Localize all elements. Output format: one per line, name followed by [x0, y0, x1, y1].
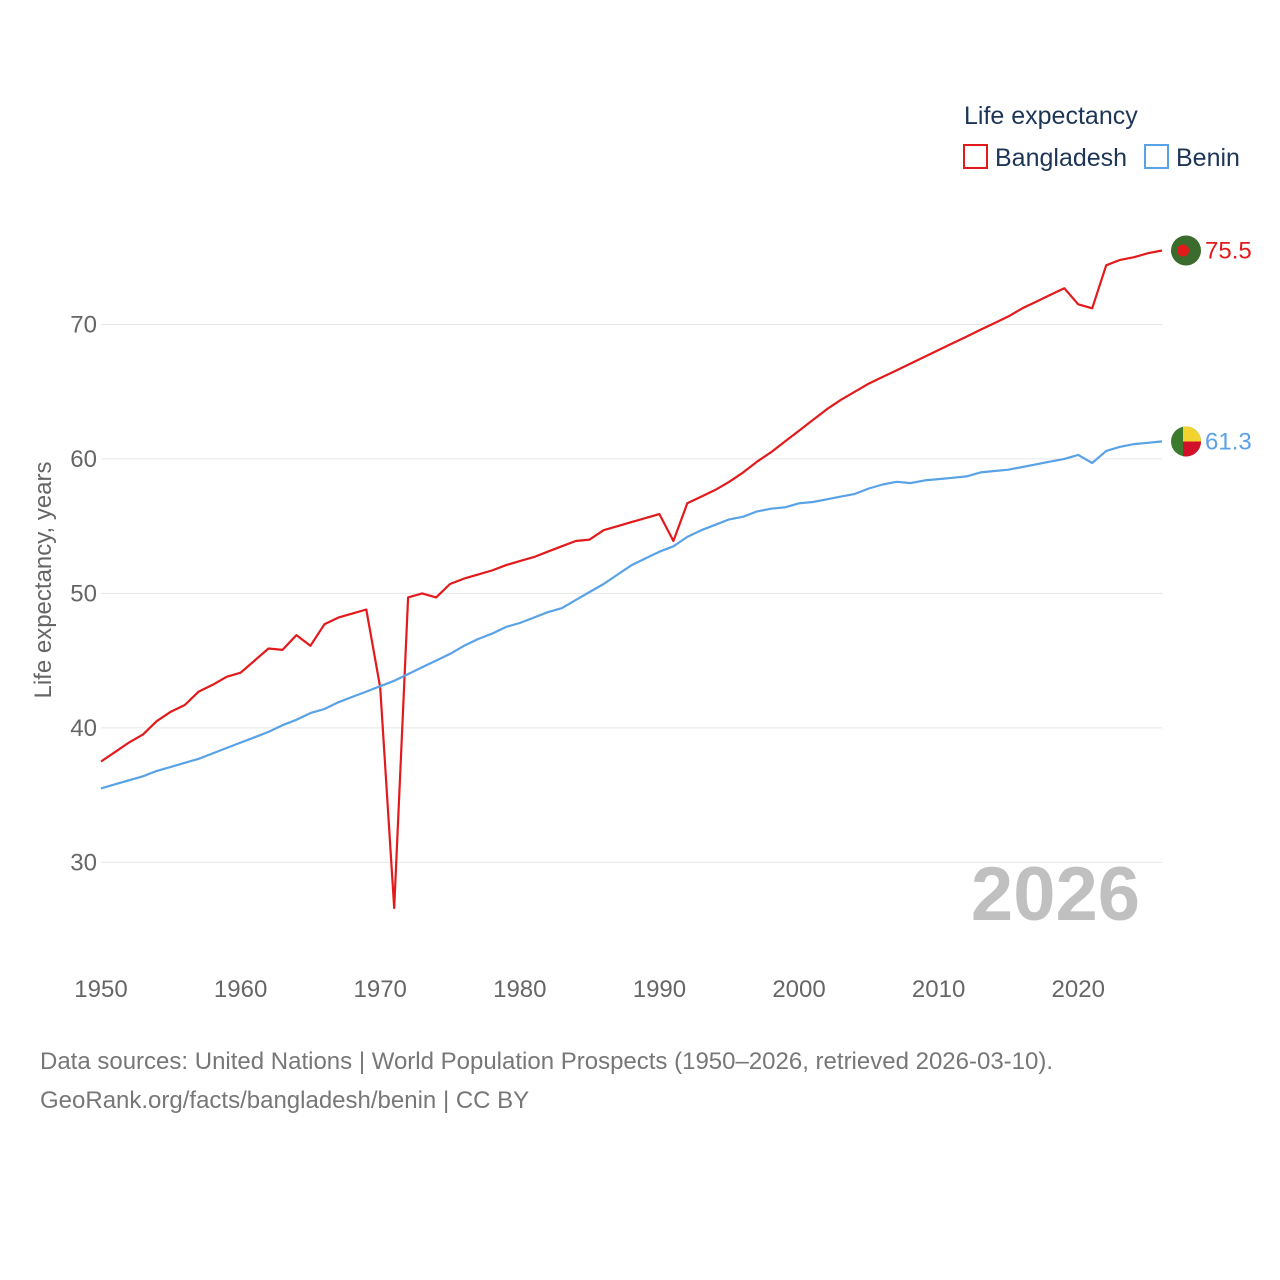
y-tick-50: 50 — [70, 580, 97, 607]
series-lines — [100, 249, 1163, 910]
credit-link[interactable]: GeoRank.org/facts/bangladesh/benin | CC … — [40, 1087, 530, 1114]
end-value-benin: 61.3 — [1205, 428, 1252, 455]
y-tick-70: 70 — [70, 311, 97, 338]
bangladesh-flag-icon — [1171, 235, 1201, 266]
y-tick-60: 60 — [70, 446, 97, 473]
x-tick-labels: 1950 1960 1970 1980 1990 2000 2010 2020 — [74, 976, 1105, 1003]
benin-flag-icon — [1171, 426, 1201, 457]
gridlines — [101, 323, 1162, 863]
legend-title: Life expectancy — [964, 102, 1138, 130]
data-sources: Data sources: United Nations | World Pop… — [40, 1048, 1054, 1075]
x-tick-2010: 2010 — [912, 976, 965, 1003]
y-tick-30: 30 — [70, 849, 97, 876]
y-tick-40: 40 — [70, 715, 97, 742]
end-value-bangladesh: 75.5 — [1205, 238, 1252, 265]
x-tick-2000: 2000 — [772, 976, 825, 1003]
year-overlay: 2026 — [971, 852, 1140, 937]
x-tick-1990: 1990 — [633, 976, 686, 1003]
footer: Data sources: United Nations | World Pop… — [40, 1042, 1053, 1120]
series-line-benin[interactable] — [100, 440, 1163, 790]
y-tick-labels: 30 40 50 60 70 — [70, 311, 97, 876]
series-line-bangladesh[interactable] — [100, 249, 1163, 910]
line-chart: 30 40 50 60 70 1950 1960 1970 1980 1990 2000 2010 2… — [30, 102, 1252, 1003]
legend-swatch-benin[interactable] — [1144, 144, 1169, 169]
legend-label-benin[interactable]: Benin — [1176, 144, 1240, 172]
x-tick-1960: 1960 — [214, 976, 267, 1003]
legend-label-bangladesh[interactable]: Bangladesh — [995, 144, 1127, 172]
x-tick-1980: 1980 — [493, 976, 546, 1003]
legend: Life expectancy Bangladesh Benin — [963, 102, 1240, 172]
legend-swatch-bangladesh[interactable] — [963, 144, 988, 169]
x-tick-1970: 1970 — [354, 976, 407, 1003]
x-tick-2020: 2020 — [1052, 976, 1105, 1003]
series-end-markers: 75.5 61.3 — [1171, 235, 1252, 457]
y-axis-label: Life expectancy, years — [30, 461, 57, 698]
x-tick-1950: 1950 — [74, 976, 127, 1003]
